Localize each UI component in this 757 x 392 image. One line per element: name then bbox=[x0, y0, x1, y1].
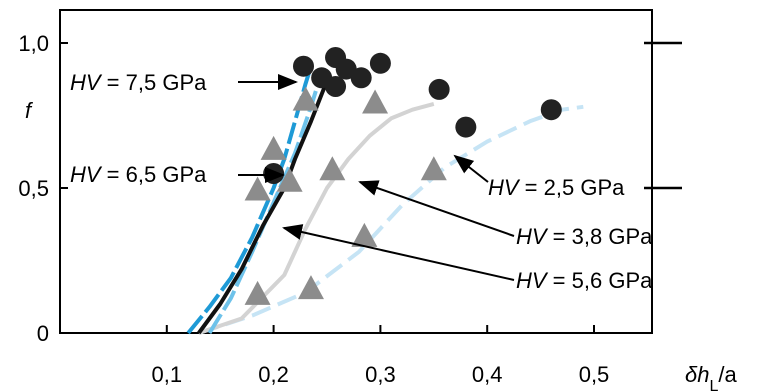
circle-point-9 bbox=[455, 116, 477, 138]
curve-line-4 bbox=[198, 104, 584, 335]
y-axis-label: f bbox=[25, 98, 34, 123]
annotation-label-2: HV = 2,5 GPa bbox=[488, 175, 625, 200]
annotation-arrow-4 bbox=[282, 224, 515, 281]
annotation-label-4: HV = 5,6 GPa bbox=[516, 268, 653, 293]
x-tick-label-3: 0,4 bbox=[472, 362, 503, 387]
triangle-point-1 bbox=[297, 275, 324, 300]
x-tick-label-2: 0,3 bbox=[365, 362, 396, 387]
circle-point-7 bbox=[369, 52, 391, 74]
triangle-point-6 bbox=[319, 156, 346, 181]
triangle-point-7 bbox=[362, 89, 389, 114]
annotation-label-3: HV = 3,8 GPa bbox=[516, 224, 653, 249]
circle-point-0 bbox=[263, 163, 285, 184]
annotation-label-1: HV = 6,5 GPa bbox=[70, 162, 207, 187]
curve-line-1 bbox=[197, 79, 329, 335]
curve-line-0 bbox=[186, 65, 313, 335]
triangle-point-5 bbox=[292, 86, 319, 111]
x-tick-label-0: 0,1 bbox=[152, 362, 183, 387]
y-tick-label-0: 0 bbox=[37, 321, 49, 346]
triangle-point-0 bbox=[244, 280, 271, 305]
triangle-point-3 bbox=[260, 135, 287, 160]
x-tick-label-4: 0,5 bbox=[579, 362, 610, 387]
annotation-label-0: HV = 7,5 GPa bbox=[70, 70, 207, 95]
circle-point-6 bbox=[350, 67, 372, 89]
y-tick-label-2: 1,0 bbox=[18, 31, 49, 56]
circle-point-1 bbox=[293, 55, 315, 77]
plot-frame bbox=[59, 9, 653, 334]
circle-point-4 bbox=[325, 76, 347, 97]
triangle-point-2 bbox=[244, 176, 271, 201]
triangle-point-9 bbox=[420, 156, 447, 181]
circle-point-8 bbox=[428, 78, 450, 100]
annotation-arrow-2 bbox=[453, 154, 489, 183]
y-tick-label-1: 0,5 bbox=[18, 176, 49, 201]
x-tick-label-1: 0,2 bbox=[258, 362, 289, 387]
triangle-point-4 bbox=[276, 167, 303, 192]
annotation-arrow-3 bbox=[358, 180, 515, 237]
circle-point-10 bbox=[540, 99, 562, 121]
triangle-point-8 bbox=[351, 222, 378, 247]
x-axis-label: δhL/a bbox=[685, 362, 738, 392]
